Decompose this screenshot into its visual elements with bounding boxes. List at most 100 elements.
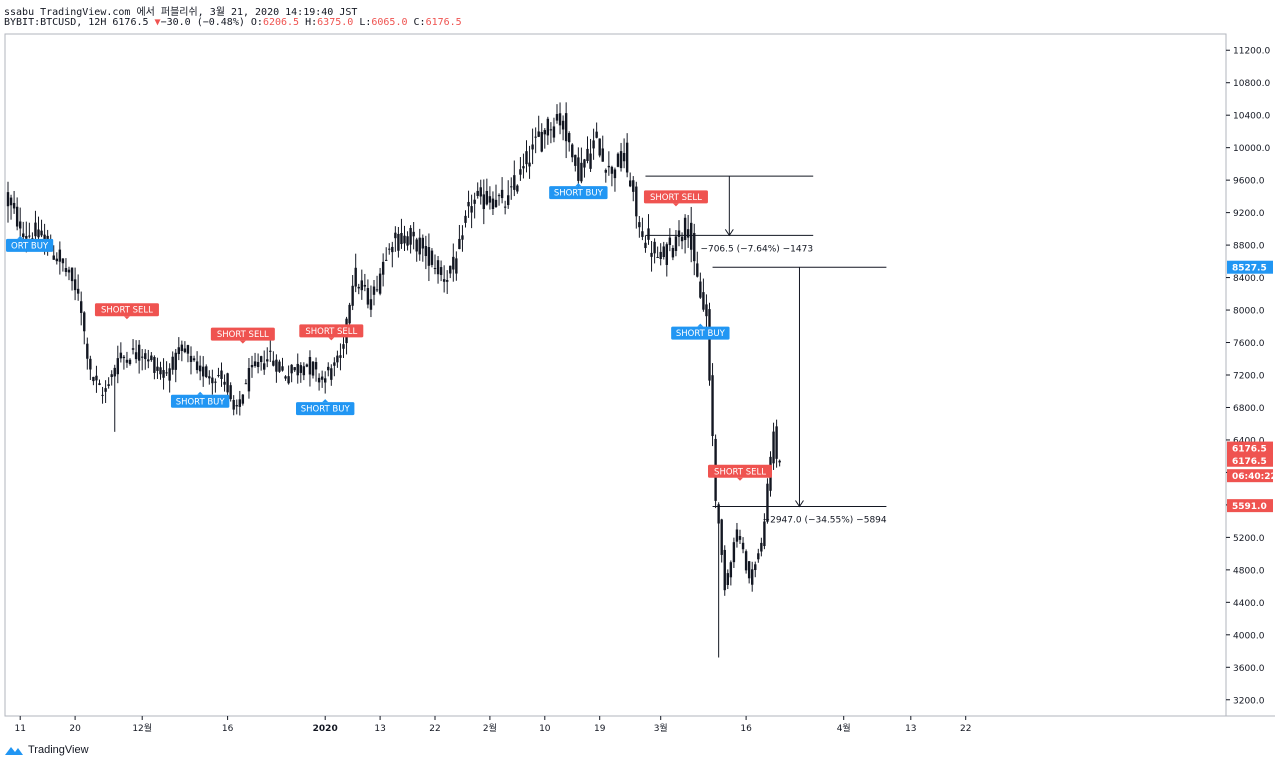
y-tick-label: 3200.0 (1233, 696, 1265, 706)
signal-pointer (123, 316, 130, 320)
candle-body-up (394, 232, 397, 239)
candle-body-down (507, 195, 510, 206)
candle-body-up (378, 273, 382, 294)
candle-body-down (418, 237, 421, 255)
candle-body-down (500, 189, 504, 199)
candle-body-down (226, 373, 229, 393)
candle-body-up (391, 246, 394, 253)
candle-body-down (702, 292, 705, 310)
signal-labels: ORT BUY SHORT SELL SHORT BUY SHORT SELL SHOR… (6, 183, 772, 481)
sell-signal-badge (210, 327, 275, 341)
low-value: 6065.0 (371, 17, 408, 28)
candle-body-down (366, 288, 370, 305)
signal-pointer (737, 477, 743, 481)
candle-body-up (574, 154, 577, 166)
tradingview-logo-icon (5, 747, 23, 755)
candle-body-down (317, 377, 321, 383)
candle-body-up (372, 286, 376, 295)
sell-signal-badge (94, 303, 159, 317)
signal-label: SHORT SELL (217, 330, 269, 340)
candle-body-down (738, 536, 742, 540)
plot-frame (4, 33, 1227, 717)
signal-pointer (575, 183, 582, 187)
candle-body-down (473, 199, 476, 204)
candle-body-down (476, 190, 479, 196)
candle-body-down (354, 267, 357, 287)
candle-body-up (397, 233, 400, 251)
candle-body-up (211, 377, 214, 384)
buy-signal-badge (6, 238, 54, 252)
candle-body-down (525, 151, 528, 165)
price-label-bg (1227, 499, 1273, 513)
measure-tools[interactable]: −706.5 (−7.64%) −1473 −2947.0 (−34.55%) −… (645, 175, 887, 526)
candle-body-up (613, 169, 617, 179)
candle-body-up (76, 288, 80, 294)
candle-body-up (241, 394, 245, 404)
candle-body-down (266, 359, 269, 362)
candle-body-down (256, 361, 260, 368)
price-label-text: 6176.5 (1232, 457, 1267, 467)
candle-body-down (305, 364, 309, 367)
candle-body-down (83, 312, 86, 332)
candle-body-up (622, 152, 626, 162)
candle-body-up (327, 366, 330, 371)
candle-body-up (540, 131, 543, 152)
candle-body-down (253, 361, 257, 367)
candle-body-down (107, 384, 110, 387)
candle-body-up (19, 221, 22, 229)
candle-body-up (558, 113, 562, 126)
candle-body-up (192, 358, 196, 361)
candle-body-down (677, 230, 681, 237)
candle-body-up (424, 246, 428, 257)
candle-body-down (250, 364, 254, 368)
candle-body-up (137, 344, 141, 361)
candle-body-down (89, 358, 92, 370)
candle-body-up (680, 236, 684, 242)
y-tick-label: 4400.0 (1233, 599, 1265, 609)
signal-label: SHORT SELL (305, 327, 357, 337)
candle-body-down (632, 180, 635, 192)
signal-pointer (17, 235, 24, 239)
candle-body-up (656, 256, 659, 258)
candle-body-up (263, 363, 266, 370)
y-tick-label: 9600.0 (1233, 177, 1265, 187)
candle-body-up (470, 206, 473, 213)
candle-body-down (744, 551, 748, 571)
candle-body-up (385, 259, 388, 261)
x-tick-label: 12월 (132, 722, 152, 734)
candle-body-down (34, 222, 37, 237)
candle-body-down (214, 381, 217, 383)
candle-body-up (555, 114, 559, 121)
candle-body-down (171, 356, 174, 370)
candle-body-up (659, 251, 662, 260)
candle-body-down (186, 345, 190, 354)
x-tick-label: 22 (429, 724, 440, 734)
signal-pointer (328, 337, 335, 341)
candle-body-down (693, 232, 696, 262)
publish-line: ssabu TradingView.com 에서 퍼블리쉬, 3월 21, 20… (4, 7, 358, 18)
candle-body-down (333, 362, 336, 366)
candle-body-down (141, 356, 144, 358)
candle-body-up (503, 206, 507, 208)
high-label: H: (305, 17, 318, 28)
candle-body-up (180, 344, 184, 352)
footer[interactable]: TradingView (4, 744, 89, 756)
candle-body-up (754, 564, 757, 571)
brand-name: TradingView (28, 744, 89, 756)
candle-body-up (452, 256, 455, 270)
candle-body-up (482, 194, 485, 210)
candle-body-up (671, 247, 675, 258)
candle-body-up (732, 542, 736, 563)
price-label-text: 6176.5 (1232, 445, 1267, 455)
signal-label: SHORT BUY (301, 405, 351, 415)
close-value: 6176.5 (425, 17, 462, 28)
candle-body-down (232, 400, 235, 410)
candle-body-down (699, 281, 702, 298)
candle-body-up (177, 347, 180, 355)
candle-body-up (571, 144, 574, 158)
candle-body-down (644, 242, 647, 249)
candle-body-up (778, 460, 781, 463)
candle-body-down (86, 343, 89, 359)
candle-body-up (128, 359, 132, 365)
